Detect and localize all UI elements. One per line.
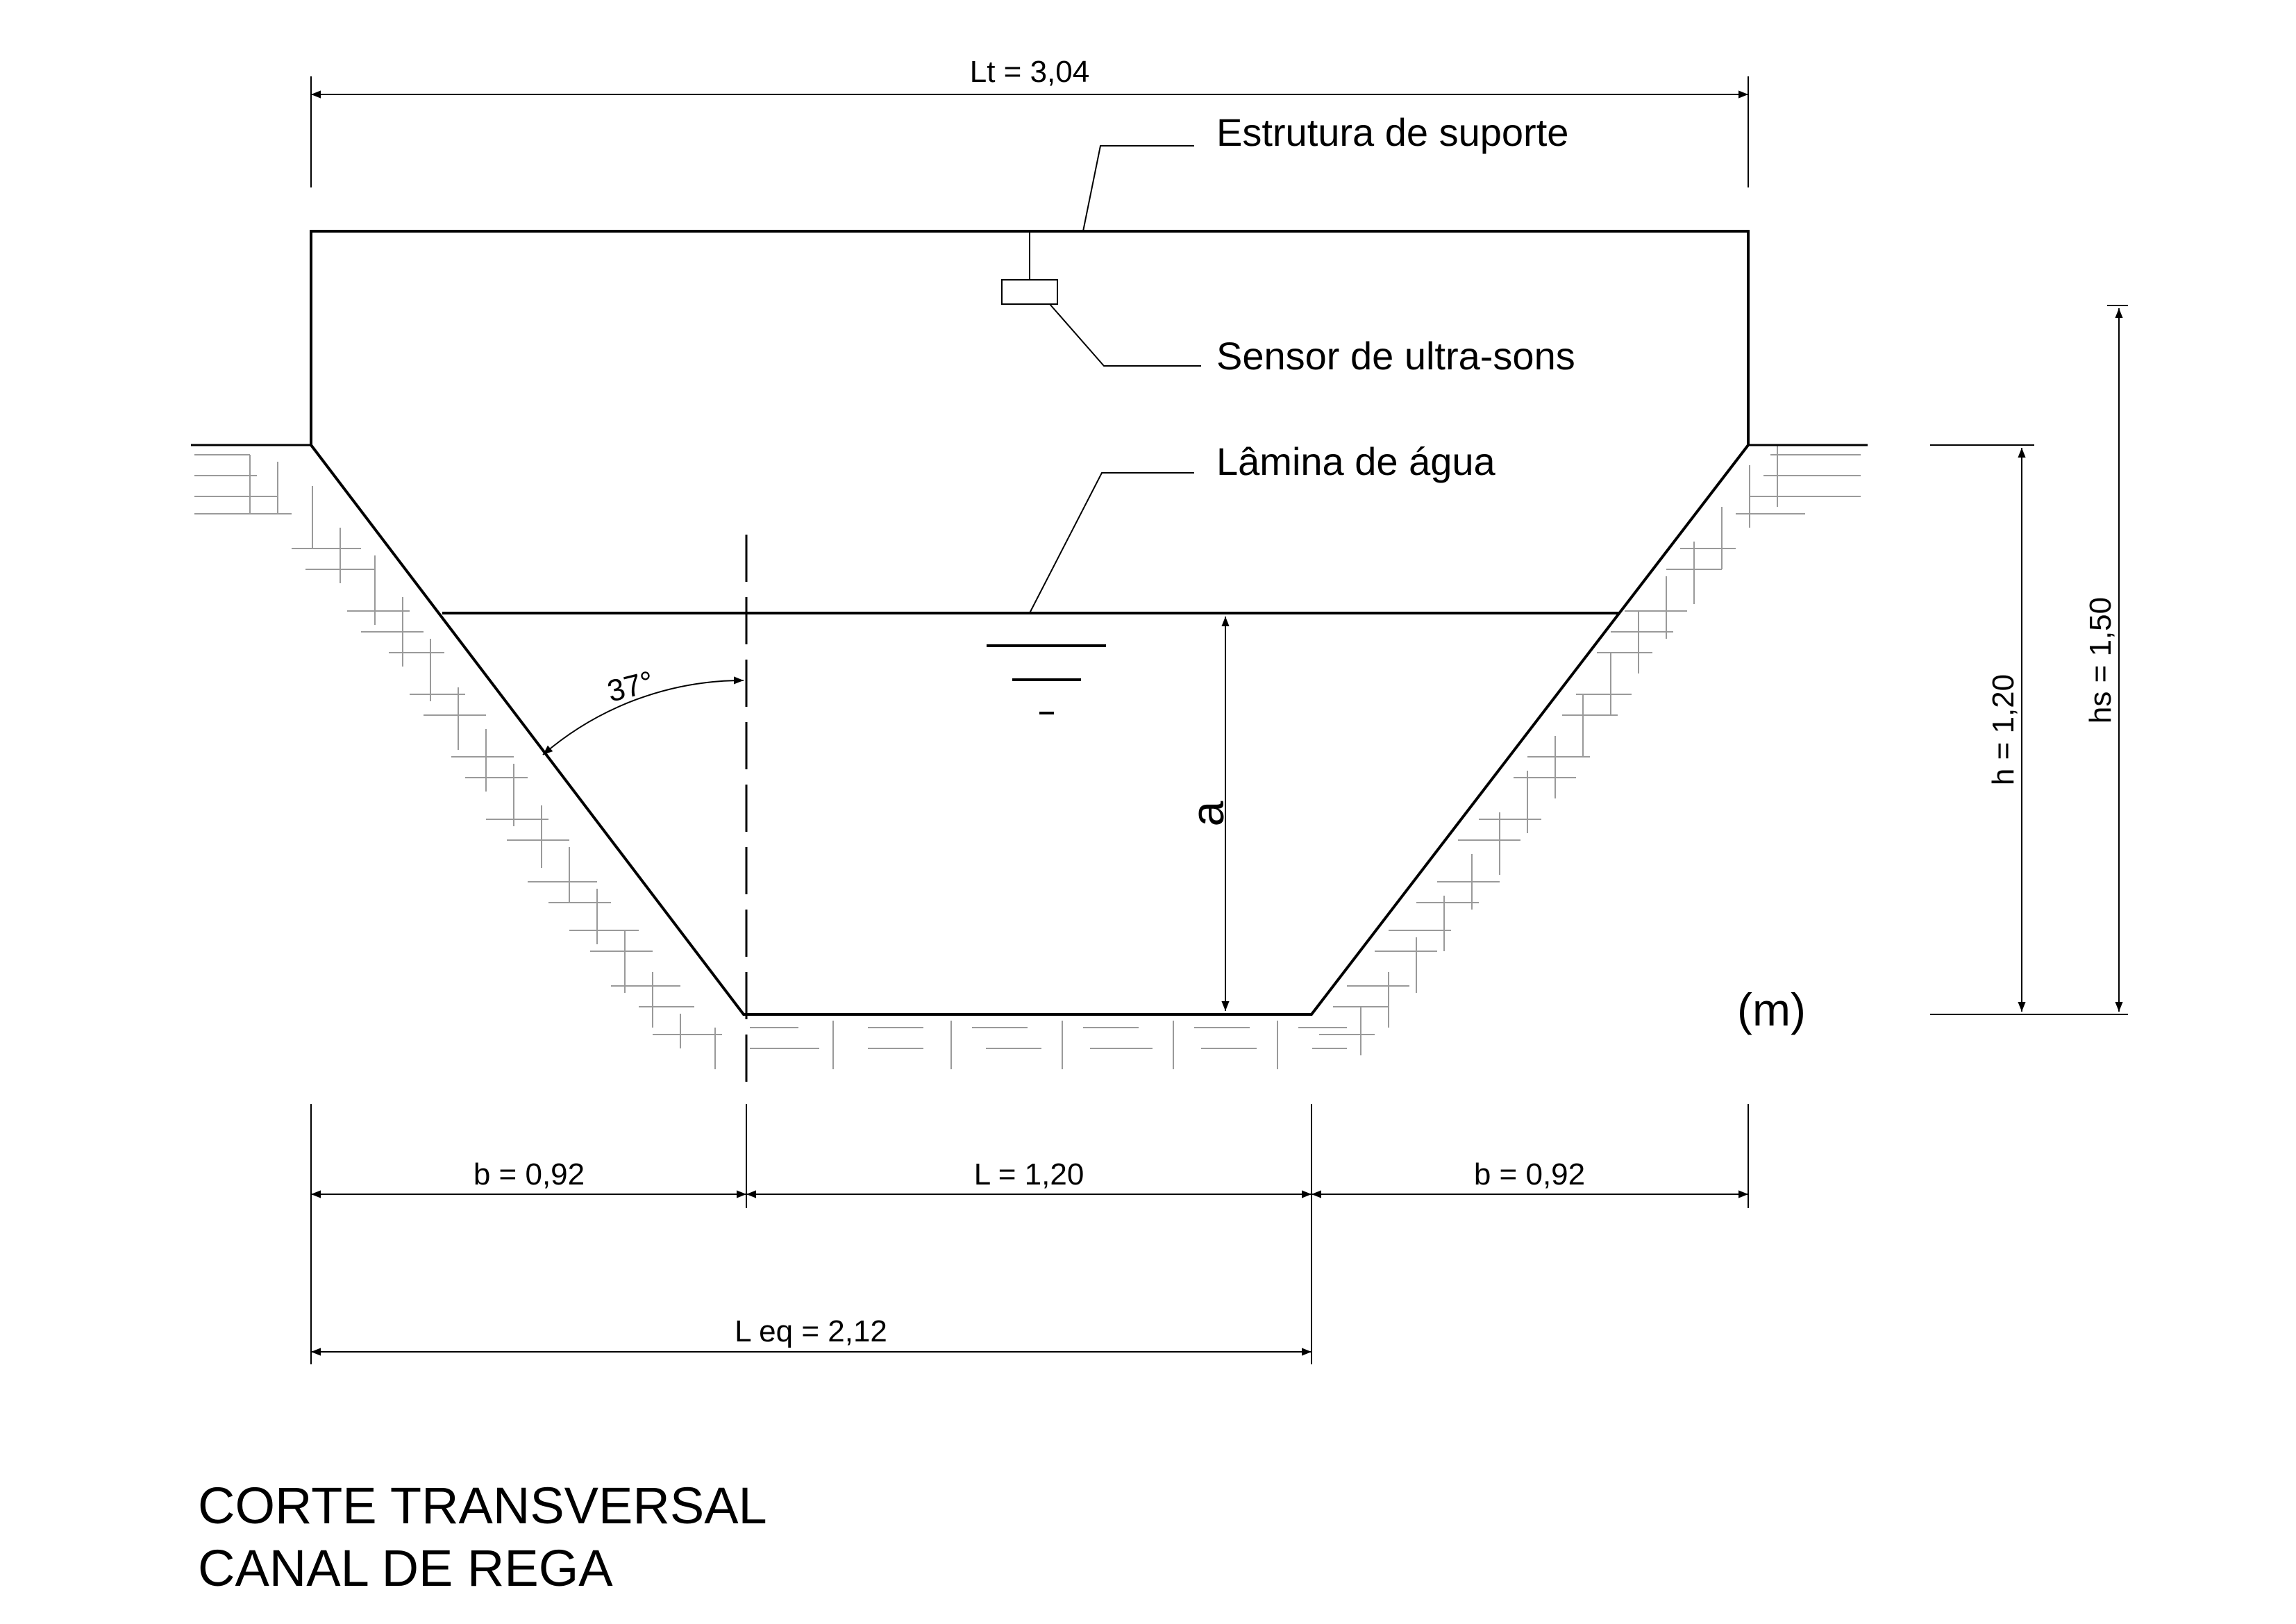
ultrasonic-sensor [1001,279,1058,305]
label-water-surface: Lâmina de água [1216,440,1496,483]
ground-hatch-right [1319,444,1861,1055]
angle-arc [542,676,744,755]
label-support-structure: Estrutura de suporte [1216,110,1568,154]
water-depth-label: a [1182,801,1233,826]
label-ultrasonic-sensor: Sensor de ultra-sons [1216,334,1575,378]
ground-hatch-bottom [714,1021,1347,1069]
dim-text-b-left: b = 0,92 [474,1157,585,1191]
dim-text-h: h = 1,20 [1986,674,2020,785]
dim-text-leq: L eq = 2,12 [735,1314,887,1348]
leader-support [1082,145,1194,232]
dim-text-l: L = 1,20 [974,1157,1084,1191]
dim-text-lt: Lt = 3,04 [970,55,1089,89]
title-line-1: CORTE TRANSVERSAL [198,1477,767,1534]
title-line-2: CANAL DE REGA [198,1539,613,1597]
dim-text-b-right: b = 0,92 [1474,1157,1585,1191]
ground-hatch-left [194,454,722,1048]
channel-profile [310,444,1750,1016]
dim-text-hs: hs = 1,50 [2084,597,2118,723]
leader-sensor [1049,303,1201,367]
angle-label: 37° [604,664,657,709]
units-label: (m) [1737,984,1806,1035]
leader-water [1029,472,1194,614]
